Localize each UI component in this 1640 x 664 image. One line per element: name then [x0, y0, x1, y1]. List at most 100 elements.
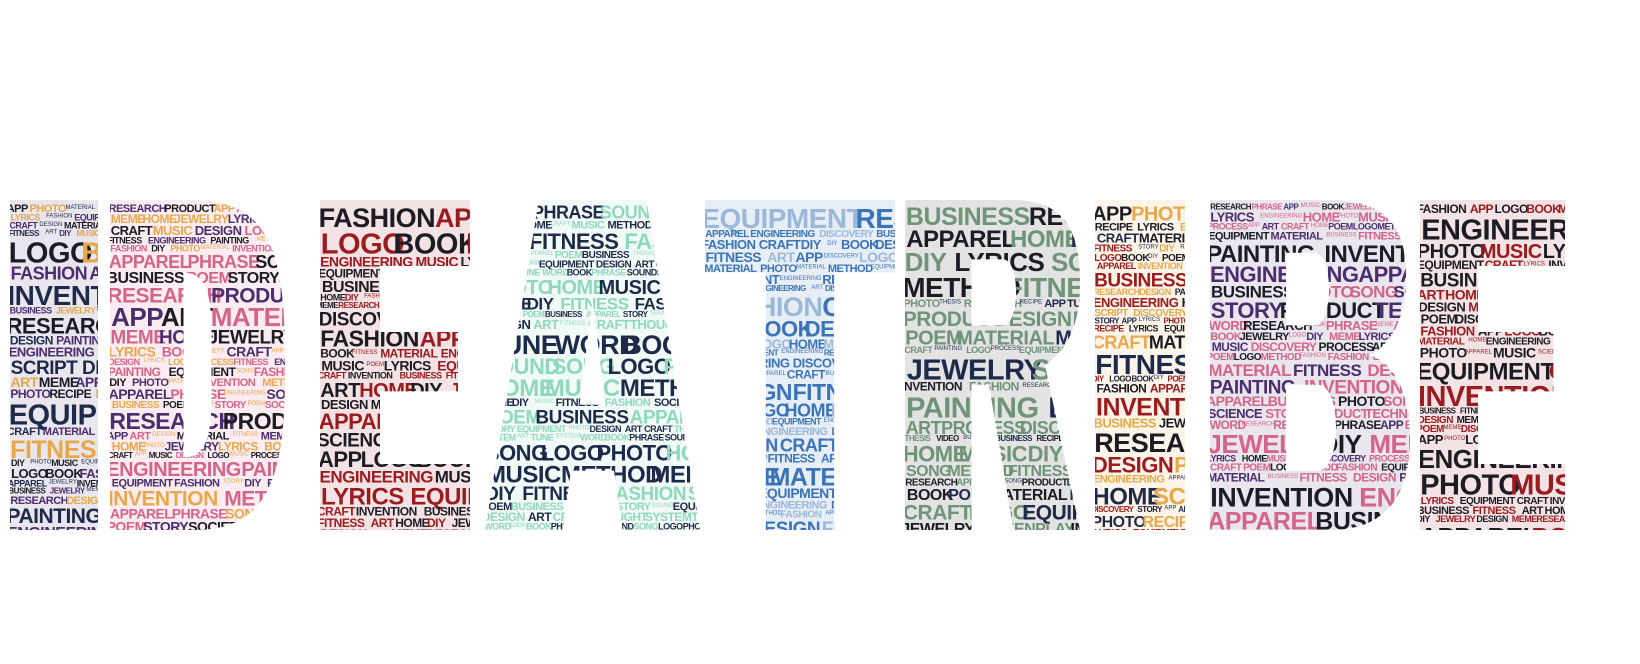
word-label-small: MEME: [1443, 425, 1461, 431]
word-label-small: FITNESS: [1535, 416, 1560, 422]
word-label: FITNESS: [287, 451, 318, 460]
word-label: LOGO: [208, 451, 230, 460]
word-label: DESIGN: [1092, 453, 1173, 478]
word-label: ENGINEERING: [756, 426, 828, 438]
word-label: METHOD: [703, 349, 735, 358]
word-label-small: EQUIPMENT: [81, 459, 117, 465]
word-label-small: POEM: [1190, 375, 1208, 381]
word-label-small: BUSINESS: [1268, 474, 1298, 480]
word-label: LYRICS: [1129, 324, 1159, 334]
word-label: FASHION: [605, 484, 686, 505]
word-label: INVENTION: [77, 478, 122, 488]
word-label-small: MUSIC: [230, 451, 250, 457]
word-label: MUSIC: [531, 531, 591, 552]
word-label: FITNESS: [1300, 471, 1348, 485]
word-label: FITNESS: [10, 436, 112, 464]
letter-backdrop: [1210, 200, 1410, 530]
word-label: CRAFT: [1517, 496, 1549, 507]
word-label: ENGINEERING: [1210, 262, 1359, 287]
word-label: POEM: [414, 409, 477, 434]
word-label: HOME: [785, 400, 837, 420]
word-label: MATERIAL: [1558, 202, 1615, 216]
word-label: MUSIC: [1510, 470, 1602, 502]
word-label: RESEARCH: [109, 203, 167, 215]
word-label: METHOD: [284, 244, 321, 254]
word-label: LOGO: [758, 535, 795, 550]
word-label-small: DISCOVERY: [1574, 507, 1609, 513]
word-label: APPAREL: [89, 263, 171, 283]
word-label: PAINTING: [108, 365, 161, 379]
word-label-small: LOGO: [1289, 333, 1307, 339]
word-label: LOGO: [608, 354, 671, 379]
word-label: DIY: [151, 244, 165, 254]
word-label: WORD: [580, 432, 607, 442]
word-label: EQUIPMENT: [671, 310, 715, 319]
word-label: MUSIC: [572, 220, 606, 232]
word-label: DESIGN: [875, 237, 922, 252]
word-label-small: PAINTING: [934, 346, 962, 352]
word-label: RESEARCH: [7, 314, 126, 339]
word-label: APP: [75, 374, 102, 390]
word-label: HOME: [359, 380, 417, 402]
word-label: JEWELRY: [1436, 514, 1476, 524]
word-label: METHOD: [1261, 352, 1302, 363]
word-label-small: RESEARCH: [1242, 422, 1275, 428]
word-label: JEWELRY: [1554, 407, 1590, 416]
word-label: DESIGN: [1418, 415, 1454, 426]
word-label: MATERIAL: [466, 229, 610, 261]
word-label: APPAREL: [1563, 415, 1607, 426]
word-label: POEM: [1243, 463, 1271, 474]
word-label-small: FASHION: [364, 294, 390, 300]
word-label: MATERIAL: [1149, 332, 1237, 352]
word-label-small: MATERIAL: [1590, 407, 1620, 413]
word-label: INVENTION: [1096, 393, 1228, 421]
word-label: MUSIC: [1267, 453, 1295, 463]
word-label: LYRICS: [1543, 241, 1612, 263]
word-label: EQUIPMENT: [9, 400, 178, 432]
word-label: SCIENCE: [317, 431, 398, 452]
word-label: APP: [214, 203, 235, 215]
word-label: HOME: [112, 439, 146, 453]
word-label-small: APP: [1164, 506, 1176, 512]
word-label: SCIENCE: [1208, 406, 1263, 421]
word-label: POEM: [481, 501, 512, 513]
word-label: RESEARCH: [338, 301, 380, 310]
word-label: APPAREL: [1206, 393, 1269, 409]
word-label: BOOK: [702, 519, 758, 540]
word-label: ENGINEERING: [7, 525, 114, 542]
word-label: LOGO: [1234, 352, 1262, 363]
word-label-small: METHOD: [756, 511, 783, 517]
word-label: ART: [625, 424, 643, 434]
word-label-small: DIY: [1154, 375, 1164, 381]
word-label: HOME: [792, 535, 830, 550]
word-label: BUSINESS: [106, 270, 185, 287]
word-label: EQUIPMENT: [410, 484, 549, 511]
word-label-small: ENGINEERING: [837, 490, 879, 496]
word-label: STORY: [1137, 505, 1163, 514]
word-label: PHRASE: [551, 522, 586, 532]
word-label: JEWELRY: [907, 355, 1043, 387]
word-label-small: SOCIETY: [198, 348, 224, 354]
word-label: ART: [371, 516, 395, 530]
word-label-small: BUSINESS: [826, 371, 856, 377]
word-label: DESIGN: [10, 334, 53, 348]
word-label: CRAFT: [1092, 332, 1151, 352]
word-label: EQUIPMENT: [1164, 324, 1214, 334]
word-label: SCREENPLAY: [972, 521, 1076, 538]
word-label: APP: [1092, 203, 1132, 225]
word-label: SONG: [1285, 531, 1354, 558]
word-label: APP: [1470, 202, 1494, 216]
word-label-small: BOOK: [433, 294, 450, 300]
word-label: APP: [1283, 202, 1299, 211]
word-label: HOME: [482, 531, 537, 552]
word-label: SOUND: [665, 432, 696, 442]
word-label: BUSINESS: [876, 229, 924, 240]
word-label: BOOK: [1210, 331, 1242, 343]
word-label: APPAREL: [1150, 381, 1203, 395]
word-label: MATERIAL: [217, 531, 280, 546]
word-label: APPAREL: [110, 506, 173, 522]
word-label: FASHION: [605, 397, 651, 409]
word-label: CRAFT: [644, 424, 673, 434]
word-label-small: PHOTO: [1444, 436, 1466, 442]
word-label: TUNE: [531, 432, 554, 442]
